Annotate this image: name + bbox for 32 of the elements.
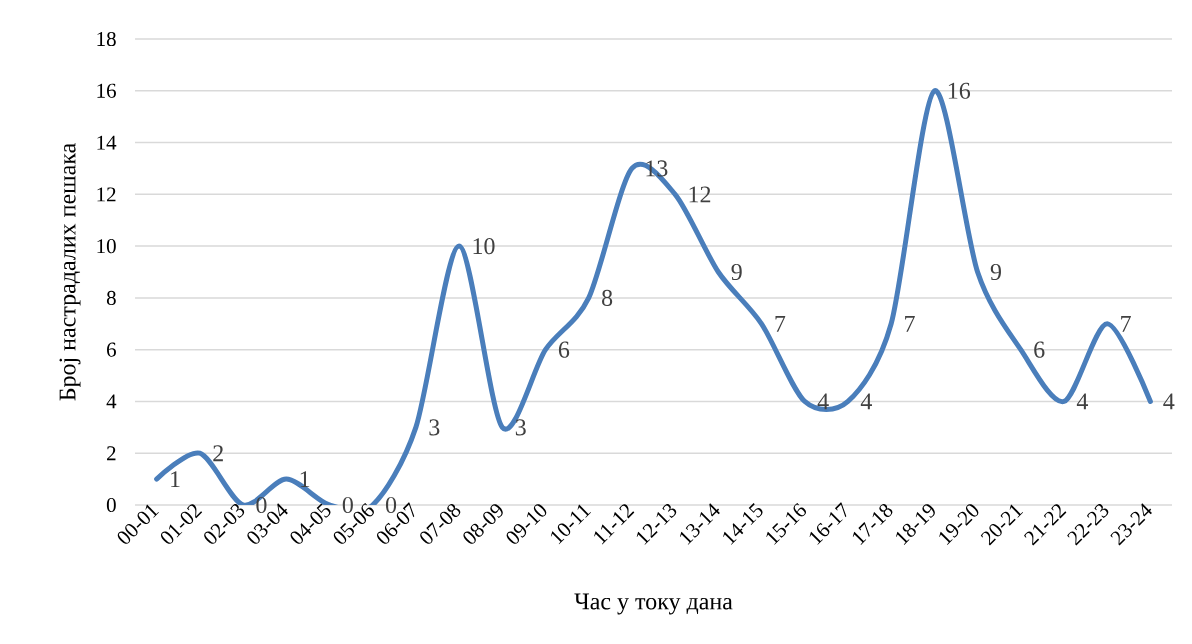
data-label: 9 — [731, 263, 742, 281]
data-label: 7 — [905, 315, 915, 332]
data-label: 4 — [817, 393, 829, 410]
data-label: 10 — [473, 238, 495, 255]
y-tick-label: 16 — [97, 83, 116, 98]
data-label: 7 — [775, 315, 786, 332]
data-label: 3 — [429, 419, 440, 436]
data-label: 4 — [1076, 393, 1089, 410]
data-label: 2 — [213, 445, 223, 462]
data-label: 4 — [860, 393, 872, 410]
data-label: 3 — [515, 419, 526, 436]
y-tick-label: 12 — [97, 187, 116, 202]
data-label: 8 — [602, 289, 613, 306]
x-axis-title: Час у току дана — [574, 593, 733, 615]
data-label: 4 — [1163, 393, 1175, 410]
y-tick-label: 4 — [106, 394, 117, 409]
y-tick-label: 8 — [106, 290, 116, 305]
data-label: 1 — [171, 471, 180, 488]
data-label: 6 — [1034, 341, 1045, 358]
data-label: 7 — [1121, 315, 1131, 332]
data-label: 1 — [300, 471, 310, 488]
y-tick-label: 0 — [106, 497, 116, 513]
y-tick-label: 10 — [97, 239, 116, 254]
data-label: 9 — [990, 263, 1001, 281]
y-tick-label: 18 — [97, 31, 116, 47]
y-tick-label: 6 — [107, 342, 116, 357]
y-tick-label: 14 — [97, 135, 117, 150]
data-label: 16 — [948, 82, 971, 99]
data-label: 12 — [689, 186, 711, 203]
y-tick-label: 2 — [107, 446, 116, 461]
y-axis-title: Број настрадалих пешака — [59, 143, 81, 401]
data-label: 6 — [558, 341, 570, 358]
